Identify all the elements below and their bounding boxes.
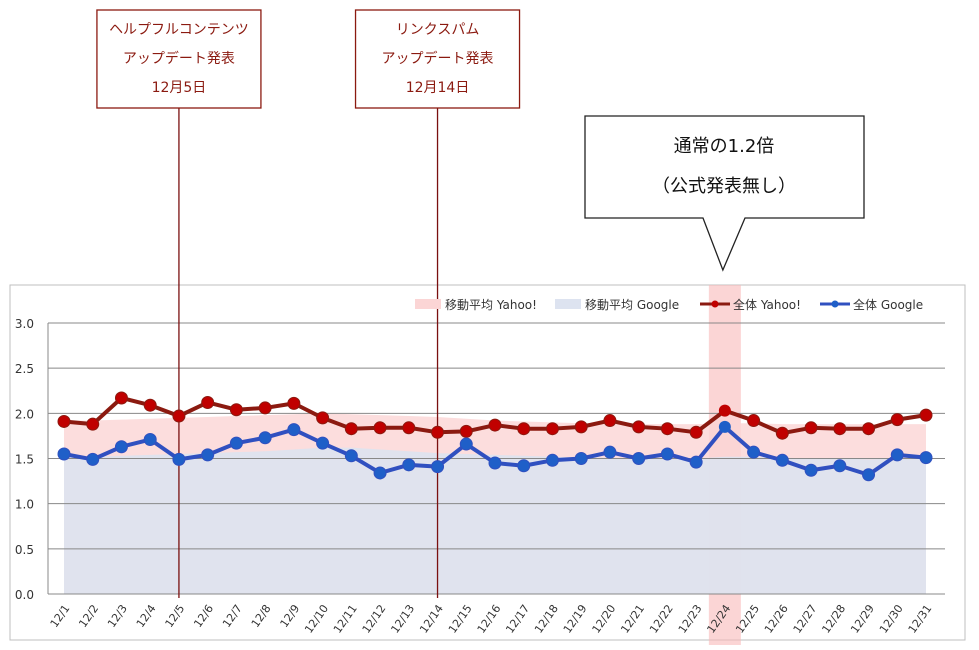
point-yahoo <box>143 398 157 412</box>
point-google <box>86 452 100 466</box>
point-google <box>57 447 71 461</box>
point-yahoo <box>316 411 330 425</box>
legend: 移動平均 Yahoo! 移動平均 Google 全体 Yahoo! 全体 Google <box>415 297 923 312</box>
point-yahoo <box>373 421 387 435</box>
point-yahoo <box>747 414 761 428</box>
legend-label: 全体 Yahoo! <box>733 297 801 312</box>
point-google <box>373 466 387 480</box>
y-tick-label: 3.0 <box>15 317 34 331</box>
point-yahoo <box>402 421 416 435</box>
annotation-text: 12月14日 <box>406 80 470 96</box>
point-google <box>402 458 416 472</box>
annotation-text: アップデート発表 <box>123 50 235 67</box>
legend-label: 全体 Google <box>853 297 923 312</box>
legend-swatch <box>555 299 581 309</box>
point-yahoo <box>660 422 674 436</box>
point-google <box>488 456 502 470</box>
y-tick-label: 0.0 <box>15 588 34 602</box>
point-yahoo <box>57 414 71 428</box>
y-tick-label: 1.5 <box>15 453 34 467</box>
point-google <box>114 440 128 454</box>
legend-label: 移動平均 Google <box>585 298 679 312</box>
point-yahoo <box>459 424 473 438</box>
point-google <box>517 459 531 473</box>
point-google <box>229 436 243 450</box>
point-google <box>143 433 157 447</box>
point-yahoo <box>919 408 933 422</box>
annotation-text: アップデート発表 <box>382 50 494 67</box>
point-yahoo <box>890 413 904 427</box>
annotation-text: ヘルプフルコンテンツ <box>109 22 249 38</box>
annotation-text: リンクスパム <box>396 22 480 38</box>
callout-bubble <box>584 115 865 272</box>
point-yahoo <box>603 414 617 428</box>
point-google <box>431 460 445 474</box>
y-tick-label: 2.0 <box>15 407 34 421</box>
point-yahoo <box>344 422 358 436</box>
point-yahoo <box>833 422 847 436</box>
point-google <box>316 436 330 450</box>
callout-text: 通常の1.2倍 <box>674 136 775 157</box>
legend-swatch <box>415 299 441 309</box>
point-yahoo <box>229 403 243 417</box>
point-yahoo <box>545 422 559 436</box>
point-google <box>632 452 646 465</box>
point-yahoo <box>775 426 789 440</box>
y-tick-label: 0.5 <box>15 543 34 557</box>
legend-marker <box>711 300 719 308</box>
annotation-frame <box>96 9 262 109</box>
point-google <box>545 453 559 467</box>
point-yahoo <box>689 425 703 439</box>
point-google <box>919 451 933 465</box>
point-google <box>258 431 272 445</box>
y-tick-label: 2.5 <box>15 362 34 376</box>
point-google <box>660 447 674 461</box>
point-google <box>718 420 731 433</box>
annotation-frame <box>354 9 521 109</box>
point-yahoo <box>201 395 215 409</box>
annotation-text: 12月5日 <box>152 80 207 96</box>
point-yahoo <box>517 422 531 436</box>
point-yahoo <box>488 418 502 432</box>
point-google <box>459 437 473 451</box>
point-yahoo <box>718 404 731 417</box>
point-google <box>603 445 617 459</box>
point-yahoo <box>172 409 186 423</box>
point-yahoo <box>114 391 128 405</box>
point-google <box>833 459 847 473</box>
point-google <box>201 448 215 462</box>
callout: 通常の1.2倍 （公式発表無し） <box>584 115 865 272</box>
point-google <box>172 452 186 466</box>
point-google <box>862 468 876 482</box>
legend-label: 移動平均 Yahoo! <box>445 298 537 312</box>
point-yahoo <box>804 421 818 435</box>
point-yahoo <box>86 417 100 431</box>
point-google <box>890 448 904 462</box>
point-google <box>804 463 818 477</box>
point-google <box>775 453 789 467</box>
legend-marker <box>831 300 839 308</box>
point-yahoo <box>287 396 301 410</box>
area-google-moving-average <box>64 447 926 594</box>
callout-text: （公式発表無し） <box>652 176 796 197</box>
point-yahoo <box>574 420 588 434</box>
point-yahoo <box>862 422 876 436</box>
point-yahoo <box>632 420 646 434</box>
point-google <box>287 423 301 437</box>
point-google <box>344 449 358 463</box>
y-tick-label: 1.0 <box>15 498 34 512</box>
point-yahoo <box>431 425 445 439</box>
point-google <box>689 455 703 469</box>
point-google <box>574 452 588 465</box>
point-google <box>747 445 761 459</box>
point-yahoo <box>258 401 272 415</box>
